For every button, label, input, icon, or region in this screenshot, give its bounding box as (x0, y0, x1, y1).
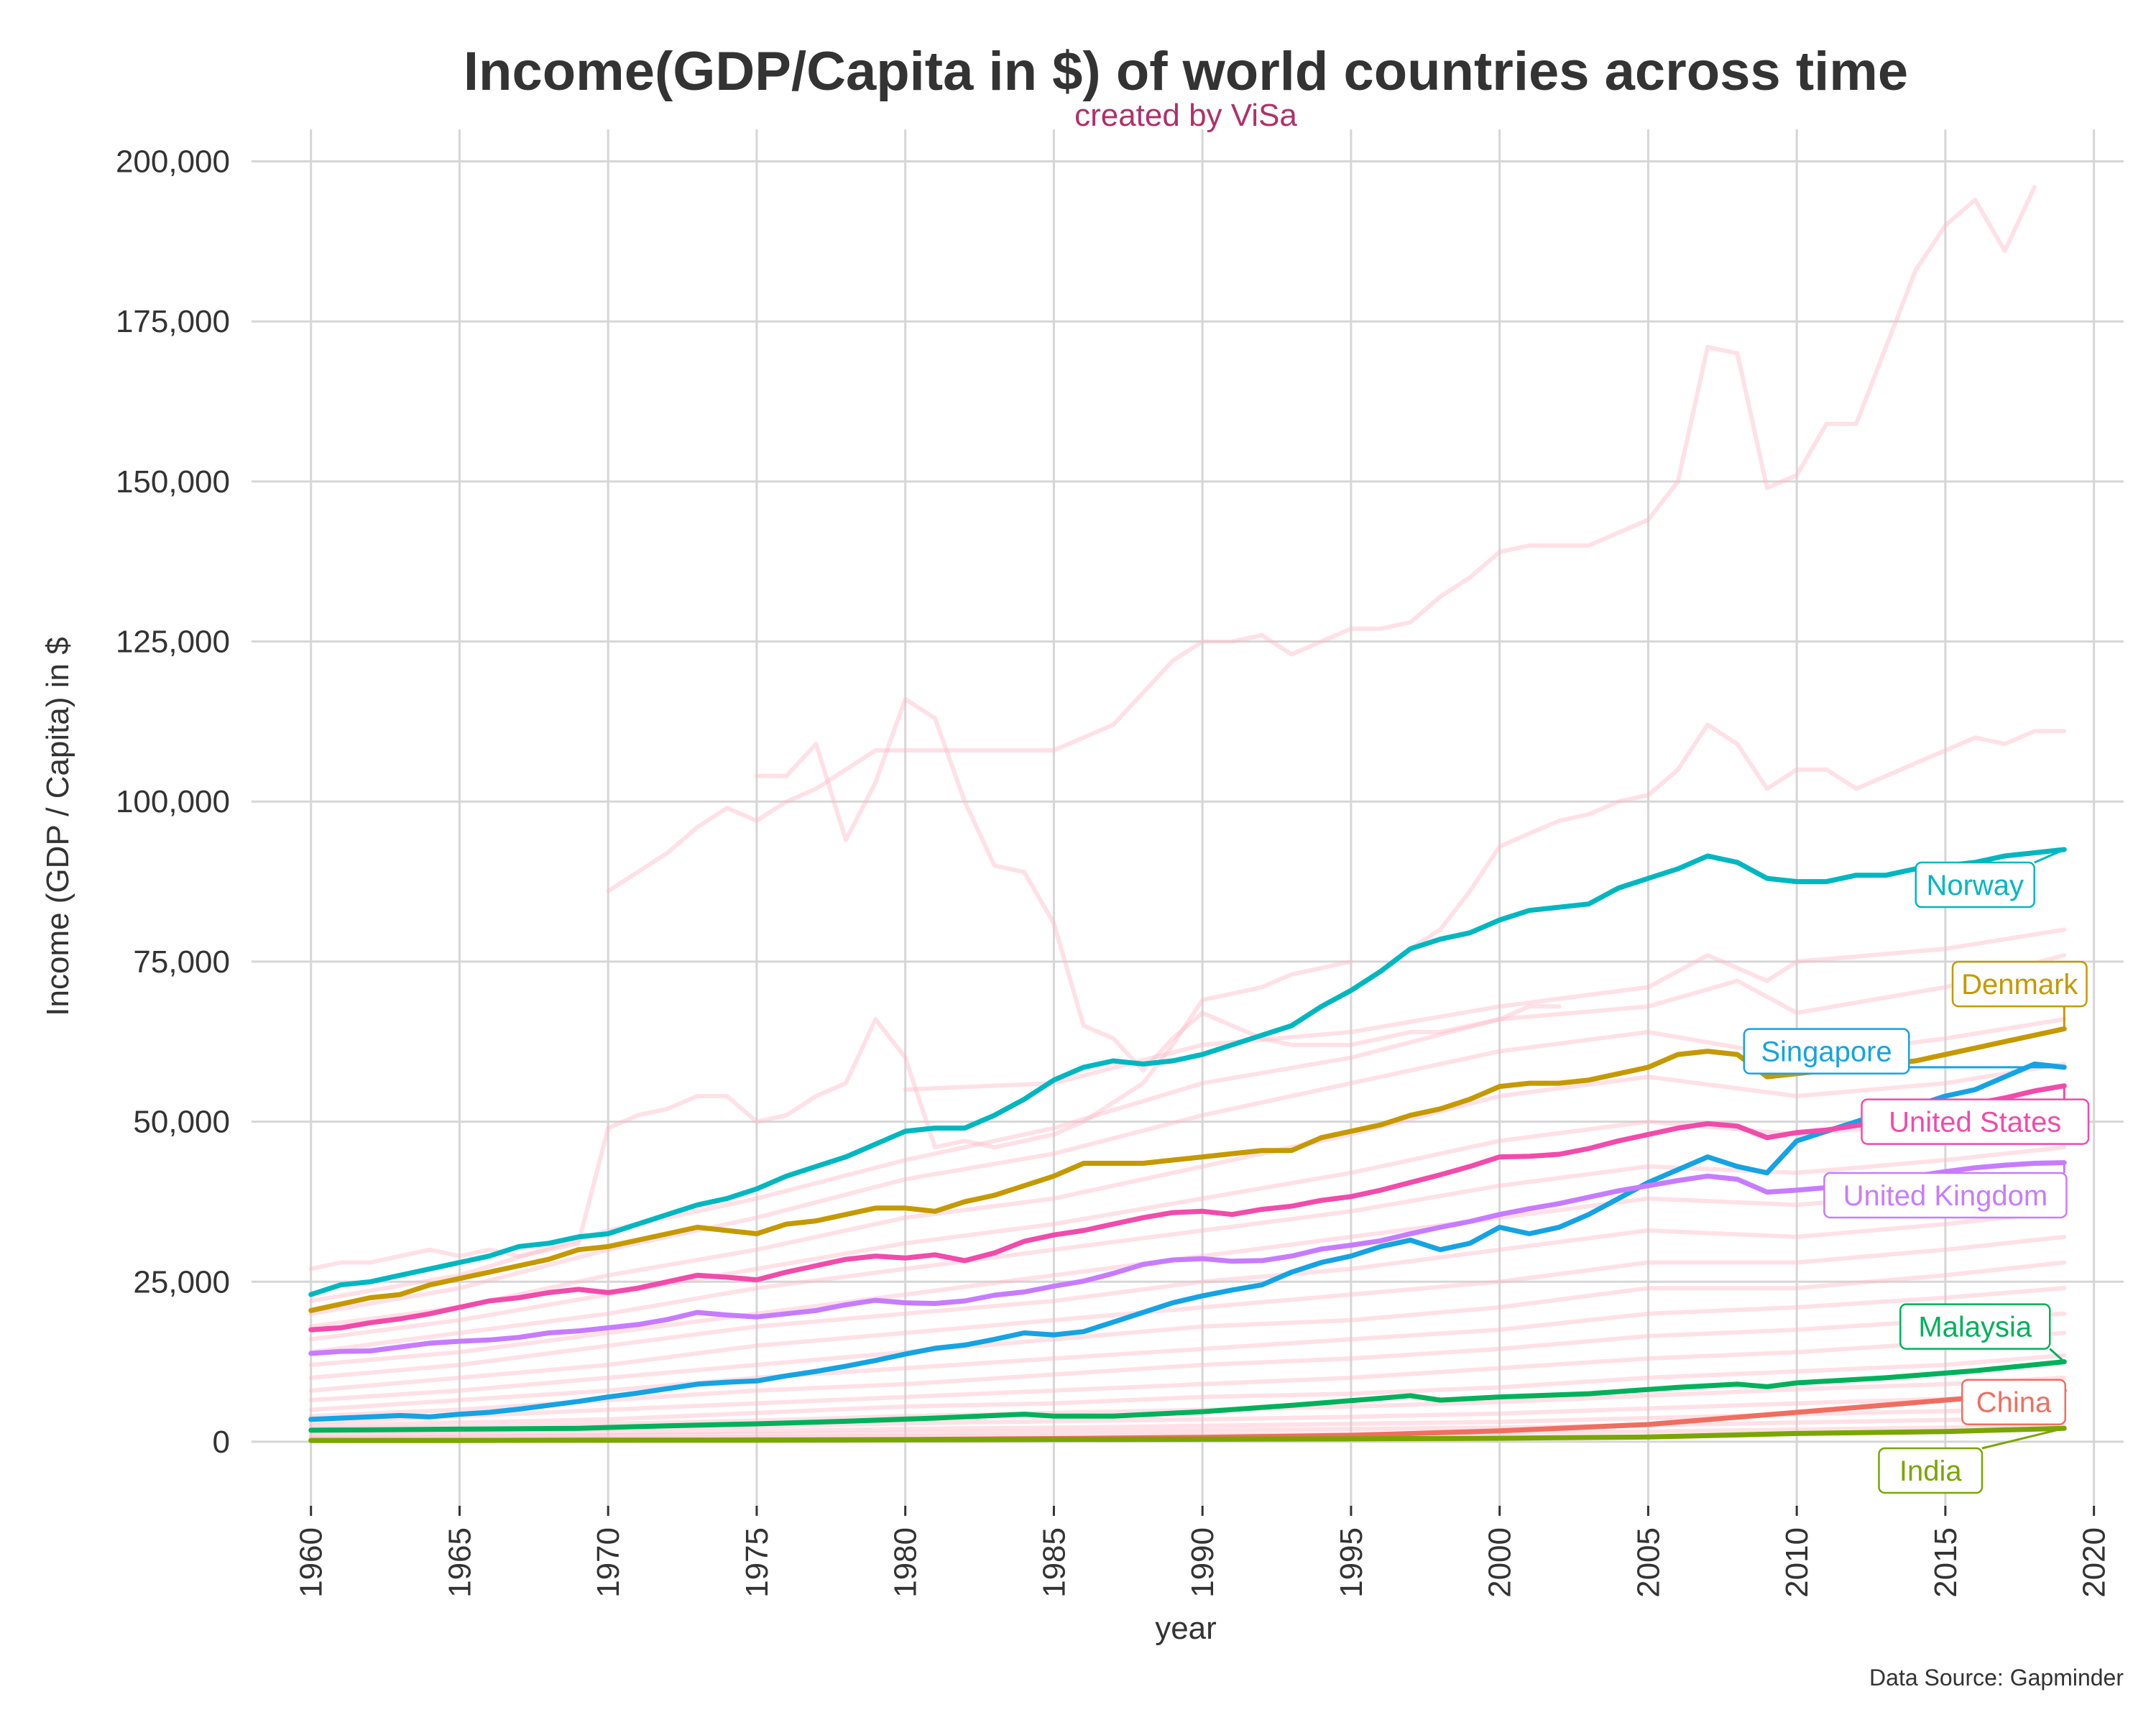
x-tick-label: 1980 (888, 1527, 923, 1598)
label-india: India (1899, 1455, 1962, 1487)
x-tick-label: 2015 (1928, 1527, 1963, 1598)
y-tick-label: 100,000 (116, 784, 230, 819)
label-denmark: Denmark (1961, 969, 2078, 1000)
label-connector-norway (2034, 848, 2065, 864)
line-norway (308, 847, 2067, 1297)
label-box-norway (1915, 861, 2036, 908)
y-tick-label: 200,000 (116, 144, 230, 180)
line-united-states (308, 1083, 2067, 1333)
background-country-line (308, 1330, 2067, 1425)
label-box-singapore (1743, 1028, 1910, 1075)
y-tick-label: 50,000 (133, 1105, 230, 1140)
label-connector-malaysia (2049, 1348, 2065, 1363)
x-tick-label: 2005 (1631, 1527, 1666, 1598)
label-malaysia: Malaysia (1918, 1312, 2032, 1343)
x-tick-label: 1975 (740, 1527, 775, 1598)
grid-lines (252, 129, 2124, 1506)
data-source-caption: Data Source: Gapminder (1869, 1665, 2124, 1690)
label-china: China (1976, 1387, 2052, 1419)
label-box-india (1878, 1447, 1984, 1494)
background-country-line (308, 1145, 2067, 1355)
label-box-malaysia (1899, 1303, 2051, 1350)
line-india (308, 1425, 2067, 1443)
background-country-line (308, 1234, 2067, 1393)
background-country-line (606, 185, 2037, 893)
y-tick-label: 75,000 (133, 944, 230, 980)
x-tick-label: 2020 (2077, 1527, 2112, 1598)
y-tick-label: 150,000 (116, 464, 230, 500)
x-tick-label: 1990 (1185, 1527, 1220, 1598)
label-united-kingdom: United Kingdom (1843, 1180, 2048, 1212)
label-united-states: United States (1889, 1107, 2061, 1138)
background-country-line (1408, 722, 2067, 952)
y-tick-label: 175,000 (116, 304, 230, 339)
chart-title: Income(GDP/Capita in $) of world countri… (464, 41, 1908, 102)
background-country-line (308, 959, 1353, 1271)
label-norway: Norway (1926, 870, 2024, 901)
x-tick-label: 2010 (1779, 1527, 1815, 1598)
background-country-line (308, 1209, 2067, 1380)
line-denmark (308, 1026, 2067, 1313)
line-malaysia (308, 1359, 2067, 1433)
background-country-line (308, 1062, 2067, 1329)
background-country-line (308, 1177, 2067, 1367)
chart-subtitle: created by ViSa (1074, 98, 1297, 133)
background-country-line (308, 1311, 2067, 1419)
x-tick-label: 1985 (1036, 1527, 1072, 1598)
country-labels: Norway Denmark Singapore United States Unite… (1743, 848, 2090, 1494)
label-box-china (1961, 1379, 2067, 1425)
x-tick-label: 1995 (1334, 1527, 1369, 1598)
x-tick-label: 1960 (294, 1527, 329, 1598)
x-tick-label: 1965 (442, 1527, 477, 1598)
y-axis-label: Income (GDP / Capita) in $ (40, 637, 75, 1016)
label-connector-india (1981, 1427, 2065, 1450)
background-country-line (308, 1260, 2067, 1402)
y-tick-label: 25,000 (133, 1264, 230, 1300)
label-box-denmark (1951, 960, 2088, 1008)
label-box-united-kingdom (1823, 1172, 2068, 1219)
line-singapore (308, 1061, 2067, 1422)
highlight-country-lines (308, 847, 2067, 1443)
y-tick-label: 0 (213, 1425, 230, 1460)
background-country-line (903, 927, 2067, 1092)
x-axis-label: year (1155, 1611, 1217, 1646)
y-tick-label: 125,000 (116, 625, 230, 660)
background-country-line (754, 696, 1562, 1073)
y-axis-ticks: 0 25,000 50,000 75,000 100,000 125,000 150,000… (116, 144, 230, 1460)
x-tick-label: 1970 (591, 1527, 626, 1598)
background-country-line (308, 1415, 2067, 1440)
line-united-kingdom (308, 1160, 2067, 1356)
x-axis-ticks: 1960 1965 1970 1975 1980 1985 1990 1995 2000 2005… (294, 1506, 2112, 1598)
label-box-united-states (1861, 1098, 2090, 1145)
background-country-line (308, 1106, 2067, 1342)
background-country-line (308, 1353, 2067, 1428)
label-singapore: Singapore (1761, 1036, 1892, 1068)
x-tick-label: 2000 (1483, 1527, 1518, 1598)
background-country-line (308, 1286, 2067, 1412)
